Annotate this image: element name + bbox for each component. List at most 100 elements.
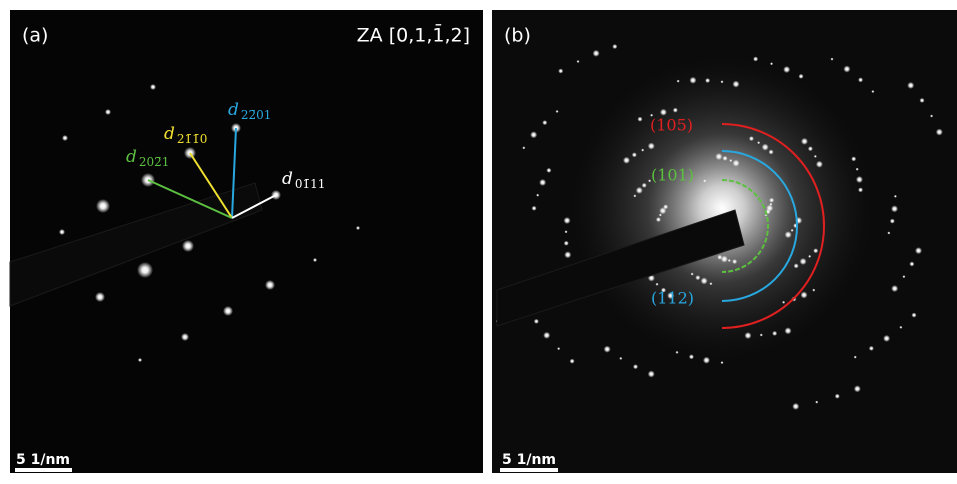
spot — [641, 148, 645, 152]
spot — [800, 137, 808, 145]
spot — [522, 146, 526, 150]
spot — [612, 44, 618, 50]
spot — [62, 135, 68, 141]
spot — [770, 62, 774, 66]
spot — [530, 131, 538, 139]
spot — [911, 312, 917, 318]
spot — [138, 358, 142, 362]
spot — [650, 113, 654, 117]
diffuse-halo — [572, 58, 872, 358]
spot — [813, 154, 817, 158]
d-symbol: d — [126, 147, 137, 167]
spot — [889, 218, 895, 224]
spot — [676, 79, 680, 83]
spot — [902, 275, 906, 279]
miller-index: 21̄1̄0 — [177, 132, 208, 146]
spot — [619, 356, 623, 360]
vector-label: d 21̄1̄0 — [164, 124, 207, 146]
spot — [893, 194, 897, 198]
miller-index: 22̄01 — [241, 108, 272, 122]
spot — [919, 97, 925, 103]
spot — [647, 370, 655, 378]
spot — [744, 332, 752, 340]
spot — [729, 159, 733, 163]
spot — [783, 66, 791, 74]
spot — [812, 288, 816, 292]
spot — [702, 356, 710, 364]
spot — [546, 167, 552, 173]
scale-bar — [500, 468, 558, 472]
spot — [96, 199, 110, 213]
spot — [748, 136, 754, 142]
spot — [868, 345, 874, 351]
spot — [648, 179, 652, 183]
spot — [703, 179, 707, 183]
miller-index: 202̄1 — [139, 155, 170, 169]
spot — [659, 207, 667, 215]
ring-arc — [721, 150, 798, 302]
spot — [563, 217, 571, 225]
spot — [720, 361, 724, 365]
spot — [658, 213, 662, 217]
spot — [784, 231, 792, 239]
scale-bar-label: 5 1/nm — [502, 452, 556, 468]
spot — [887, 231, 891, 235]
spot — [858, 187, 864, 193]
d-symbol: d — [228, 100, 239, 120]
spot — [543, 331, 551, 339]
spot — [808, 254, 812, 258]
spot — [759, 333, 763, 337]
vector-label: d 01̄11 — [282, 169, 325, 191]
spot — [757, 141, 761, 145]
spot — [769, 202, 773, 206]
spot — [536, 193, 540, 197]
spot — [558, 68, 564, 74]
spot — [95, 292, 105, 302]
spot — [181, 333, 189, 341]
spot — [313, 258, 317, 262]
d-symbol: d — [282, 169, 293, 189]
spot — [557, 347, 561, 351]
spot — [815, 400, 819, 404]
ring-label: (105) — [650, 116, 693, 135]
panel-label: (a) — [22, 25, 48, 47]
spot — [732, 80, 740, 88]
spot — [853, 355, 857, 359]
spot — [843, 65, 851, 73]
spot — [672, 107, 678, 113]
spot — [633, 194, 637, 198]
spot — [563, 240, 569, 246]
zone-axis: ZA [0,1,1̄,2] — [357, 22, 470, 46]
spot — [909, 261, 915, 267]
spot — [732, 259, 738, 265]
spot — [784, 327, 792, 335]
spot — [834, 393, 840, 399]
spot — [915, 247, 923, 255]
spot — [150, 84, 156, 90]
spot — [807, 146, 813, 152]
spot — [782, 300, 786, 304]
spot — [883, 334, 891, 342]
spot — [105, 109, 111, 115]
vector-line — [189, 152, 233, 219]
spot — [813, 248, 819, 254]
spot — [182, 240, 194, 252]
spot — [899, 325, 903, 329]
spot — [659, 108, 667, 116]
ring-arc — [721, 179, 769, 273]
ring-label: (112) — [651, 289, 694, 308]
spot — [655, 217, 661, 223]
spot — [675, 350, 679, 354]
spot — [935, 128, 943, 136]
spot — [891, 285, 899, 293]
spot — [815, 160, 823, 168]
spot — [688, 354, 694, 360]
spot — [871, 90, 875, 94]
spot — [772, 330, 778, 336]
spot — [637, 116, 643, 122]
spot — [907, 81, 915, 89]
spot — [564, 230, 568, 234]
spot — [720, 255, 728, 263]
diffraction-spots — [59, 84, 360, 362]
